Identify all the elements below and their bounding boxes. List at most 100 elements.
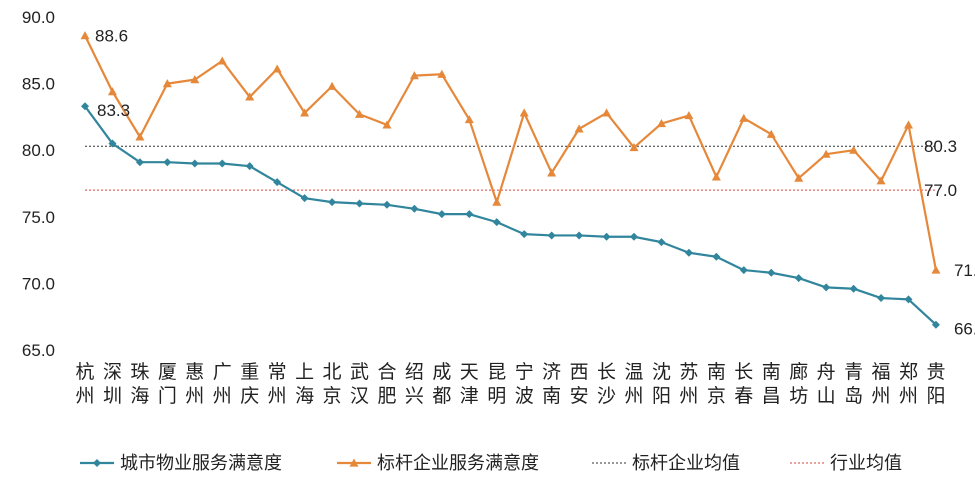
x-category-label: 庆 <box>240 385 259 407</box>
data-point <box>162 79 172 88</box>
axis-layer: 65.070.075.080.085.090.0杭州深圳珠海厦门惠州广州重庆常州… <box>22 8 946 407</box>
data-point <box>492 197 502 206</box>
data-point <box>328 198 337 207</box>
data-point <box>81 102 89 111</box>
reference-line-label: 80.3 <box>924 137 957 156</box>
series-layer <box>80 31 941 329</box>
x-category-label: 廊 <box>789 361 808 383</box>
x-category-label: 西 <box>570 361 589 383</box>
x-category-label: 上 <box>295 361 314 383</box>
x-category-label: 州 <box>185 385 204 407</box>
x-category-label: 津 <box>460 385 479 407</box>
data-point <box>630 232 638 241</box>
data-point <box>464 115 474 124</box>
data-point <box>657 238 666 247</box>
x-category-label: 长 <box>734 361 753 383</box>
data-point <box>300 108 310 117</box>
data-point <box>629 143 639 152</box>
x-category-label: 南 <box>707 361 726 383</box>
data-label: 66.9 <box>954 320 975 339</box>
data-point <box>711 172 721 181</box>
legend-item: 城市物业服务满意度 <box>80 453 282 474</box>
x-category-label: 都 <box>432 385 451 407</box>
data-point <box>574 124 584 133</box>
x-category-label: 阳 <box>652 385 671 407</box>
data-point <box>217 56 227 65</box>
x-category-label: 郑 <box>899 361 918 383</box>
data-point <box>794 173 804 182</box>
x-category-label: 明 <box>487 385 506 407</box>
x-category-label: 岛 <box>844 385 863 407</box>
x-category-label: 京 <box>323 385 342 407</box>
x-category-label: 舟 <box>817 361 836 383</box>
data-point <box>739 266 748 275</box>
data-label: 88.6 <box>95 27 128 46</box>
data-point <box>684 111 694 120</box>
data-point <box>108 139 117 148</box>
x-category-label: 沙 <box>597 385 616 407</box>
x-category-label: 波 <box>515 385 534 407</box>
y-tick-label: 75.0 <box>22 208 55 227</box>
x-category-label: 惠 <box>185 361 204 383</box>
x-category-label: 州 <box>624 385 643 407</box>
x-category-label: 宁 <box>515 361 534 383</box>
x-category-label: 厦 <box>158 361 177 383</box>
y-tick-label: 65.0 <box>22 341 55 360</box>
x-category-label: 阳 <box>926 385 945 407</box>
data-point <box>547 168 557 177</box>
y-tick-label: 85.0 <box>22 75 55 94</box>
x-category-label: 贵 <box>926 361 945 383</box>
x-category-label: 绍 <box>405 361 424 383</box>
legend-label: 标杆企业服务满意度 <box>377 453 539 474</box>
x-category-label: 温 <box>624 361 643 383</box>
data-point <box>712 252 721 261</box>
x-category-label: 常 <box>268 361 287 383</box>
data-label: 83.3 <box>97 101 130 120</box>
x-category-label: 重 <box>240 361 259 383</box>
x-category-label: 合 <box>377 361 396 383</box>
data-point <box>849 145 859 154</box>
data-point <box>245 162 254 171</box>
legend-item: 行业均值 <box>790 453 902 474</box>
x-category-label: 青 <box>844 361 863 383</box>
data-point <box>877 294 886 303</box>
data-point <box>355 109 364 118</box>
x-category-label: 汉 <box>350 385 369 407</box>
data-point <box>931 265 941 274</box>
x-category-label: 济 <box>542 361 561 383</box>
x-category-label: 北 <box>323 361 342 383</box>
data-point <box>931 320 940 329</box>
x-category-label: 昌 <box>762 385 781 407</box>
x-category-label: 京 <box>707 385 726 407</box>
data-point <box>382 200 391 209</box>
data-point <box>190 159 199 168</box>
data-point <box>382 120 392 129</box>
y-tick-label: 90.0 <box>22 8 55 27</box>
reference-line-label: 77.0 <box>924 181 957 200</box>
x-category-label: 成 <box>432 361 451 383</box>
x-category-label: 天 <box>460 361 479 383</box>
data-point <box>684 248 693 257</box>
legend-label: 城市物业服务满意度 <box>120 453 282 474</box>
x-category-label: 州 <box>213 385 232 407</box>
x-category-label: 福 <box>872 361 891 383</box>
x-category-label: 珠 <box>130 361 149 383</box>
legend-label: 标杆企业均值 <box>632 453 740 474</box>
legend-item: 标杆企业均值 <box>592 453 740 474</box>
x-category-label: 圳 <box>103 385 122 407</box>
data-point <box>766 129 776 138</box>
data-point <box>822 283 831 292</box>
y-tick-label: 80.0 <box>22 141 55 160</box>
data-point <box>904 120 913 129</box>
x-category-label: 州 <box>679 385 698 407</box>
series-line <box>84 105 937 326</box>
data-point <box>272 64 282 73</box>
x-category-label: 南 <box>762 361 781 383</box>
x-category-label: 海 <box>295 385 314 407</box>
x-category-label: 州 <box>899 385 918 407</box>
x-category-label: 昆 <box>487 361 506 383</box>
data-point <box>135 158 144 167</box>
x-category-label: 山 <box>817 385 836 407</box>
data-point <box>656 119 666 128</box>
